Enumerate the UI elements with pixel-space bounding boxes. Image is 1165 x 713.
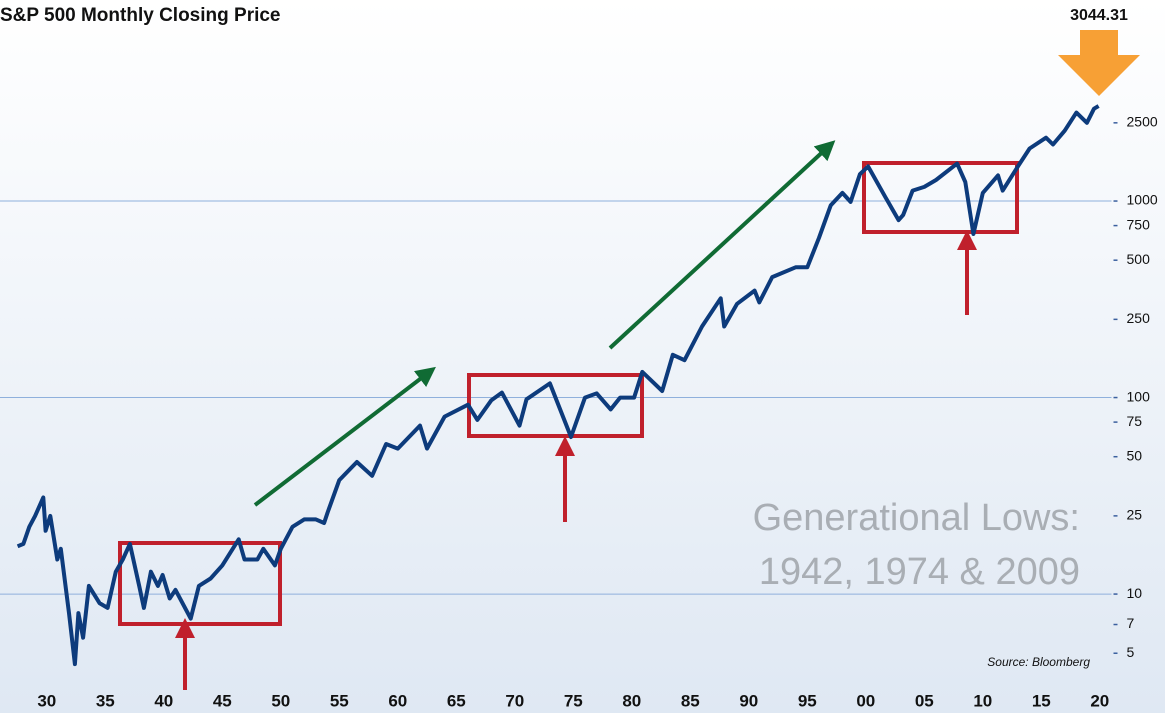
chart-title: S&P 500 Monthly Closing Price [0,5,281,26]
x-tick-label: 20 [1090,691,1109,710]
annotation: 1942, 1974 & 2009 [759,551,1080,593]
x-tick-label: 45 [213,691,232,710]
last-value-label: 3044.31 [1070,7,1128,24]
x-tick-label: 70 [505,691,524,710]
x-tick-label: 65 [447,691,466,710]
x-tick-label: 35 [96,691,115,710]
x-tick-label: 50 [271,691,290,710]
y-tick-label: 75 [1127,413,1143,429]
x-tick-label: 40 [154,691,173,710]
x-tick-label: 80 [622,691,641,710]
x-tick-label: 95 [798,691,817,710]
x-tick-label: 10 [973,691,992,710]
y-tick-label: 25 [1127,507,1143,523]
y-tick-label: 500 [1127,251,1151,267]
x-tick-label: 00 [856,691,875,710]
x-tick-label: 55 [330,691,349,710]
y-tick-label: 250 [1127,310,1151,326]
x-tick-label: 85 [681,691,700,710]
x-tick-label: 05 [915,691,934,710]
x-tick-label: 60 [388,691,407,710]
y-tick-label: 50 [1127,447,1143,463]
y-tick-label: 100 [1127,388,1151,404]
y-tick-label: 1000 [1127,192,1158,208]
x-tick-label: 90 [739,691,758,710]
source: Source: Bloomberg [987,655,1090,669]
low-box [118,541,282,626]
y-tick-label: 2500 [1127,114,1158,130]
last-value-arrow [1058,30,1140,96]
price-line [16,104,1100,667]
x-tick-label: 15 [1032,691,1051,710]
x-tick-label: 30 [37,691,56,710]
y-tick-label: 7 [1127,615,1135,631]
y-tick-label: 10 [1127,585,1143,601]
x-tick-label: 75 [564,691,583,710]
y-tick-label: 5 [1127,644,1135,660]
y-tick-label: 750 [1127,216,1151,232]
low-box [862,161,1019,234]
trend-arrow [253,366,436,507]
annotation: Generational Lows: [753,497,1080,539]
trend-arrow [608,140,836,350]
